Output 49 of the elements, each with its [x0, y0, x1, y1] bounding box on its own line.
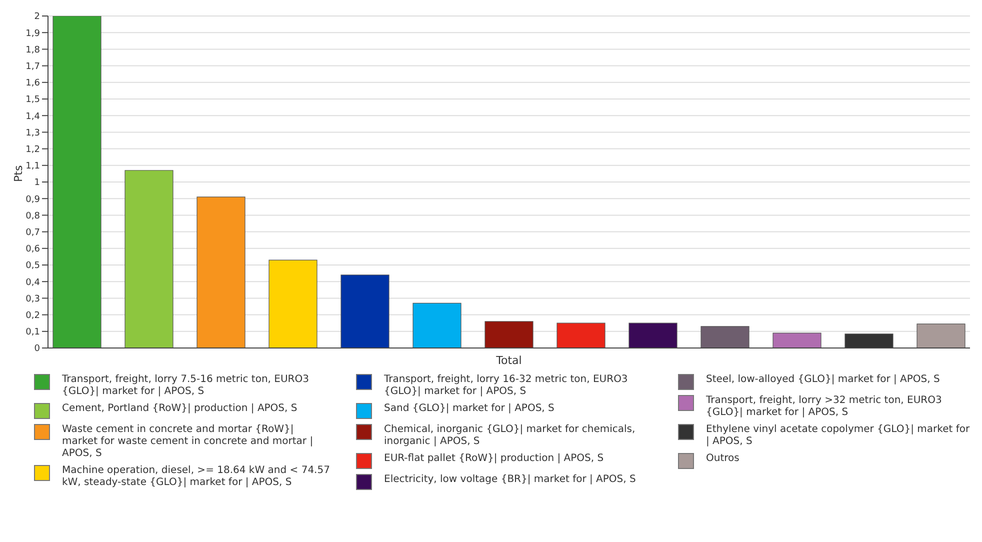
legend-label: Steel, low-alloyed {GLO}| market for | APOS, S: [706, 374, 941, 386]
bar: [484, 321, 534, 348]
bar: [628, 322, 678, 348]
legend-label: Electricity, low voltage {BR}| market for | APOS, S: [384, 474, 637, 486]
y-tick-label: 0,7: [26, 228, 40, 238]
y-tick-label: 1,6: [26, 78, 40, 89]
y-tick-label: 1,3: [26, 128, 40, 138]
y-tick-label: 0,9: [26, 194, 40, 205]
legend-label: Transport, freight, lorry 16-32 metric ton, EURO3 {GLO}| market for | APOS, S: [384, 374, 629, 398]
y-tick-label: 0,5: [26, 261, 40, 272]
bar: [340, 274, 390, 348]
legend-label: Transport, freight, lorry 7.5-16 metric ton, EURO3 {GLO}| market for | APOS, S: [62, 374, 310, 398]
bar: [772, 332, 822, 348]
bar: [52, 16, 102, 348]
bar: [124, 170, 174, 348]
bar: [196, 196, 246, 348]
y-tick-label: 1,4: [26, 112, 40, 122]
legend-label: Sand {GLO}| market for | APOS, S: [384, 403, 556, 415]
y-tick-label: 0,8: [26, 211, 40, 222]
legend-label: Outros: [706, 453, 740, 465]
legend-label: Waste cement in concrete and mortar {RoW}| market for waste cement in concrete and mortar | APOS, S: [62, 424, 314, 460]
x-tick-label: Total: [495, 354, 522, 367]
bar: [556, 322, 606, 348]
y-tick-label: 1: [34, 178, 40, 188]
y-tick-label: 1,2: [26, 144, 40, 155]
y-tick-label: 0,3: [26, 294, 40, 304]
legend-label: Machine operation, diesel, >= 18.64 kW and < 74.57 kW, steady-state {GLO}| market for | APOS, S: [62, 465, 331, 489]
bar: [268, 260, 318, 348]
y-tick-label: 1,5: [26, 95, 40, 106]
y-tick-label: 0: [34, 344, 40, 354]
legend-label: Ethylene vinyl acetate copolymer {GLO}| market for | APOS, S: [706, 424, 971, 448]
y-tick-label: 0,2: [26, 310, 40, 321]
y-axis-title: Pts: [12, 165, 25, 182]
legend-label: Chemical, inorganic {GLO}| market for chemicals, inorganic | APOS, S: [384, 424, 636, 448]
legend-label: EUR-flat pallet {RoW}| production | APOS, S: [384, 453, 605, 465]
bar: [700, 326, 750, 348]
y-tick-label: 0,1: [26, 328, 40, 338]
y-tick-label: 0,4: [26, 278, 40, 288]
y-tick-label: 2: [34, 12, 40, 22]
y-tick-label: 1,7: [26, 62, 40, 72]
bar: [412, 302, 462, 348]
legend-label: Transport, freight, lorry >32 metric ton, EURO3 {GLO}| market for | APOS, S: [706, 395, 943, 419]
y-tick-label: 0,6: [26, 244, 40, 255]
bar: [916, 324, 966, 348]
y-tick-label: 1,9: [26, 28, 40, 39]
y-tick-label: 1,1: [26, 162, 40, 172]
bar: [844, 334, 894, 348]
legend-label: Cement, Portland {RoW}| production | APOS, S: [62, 403, 298, 415]
y-tick-label: 1,8: [26, 45, 40, 56]
